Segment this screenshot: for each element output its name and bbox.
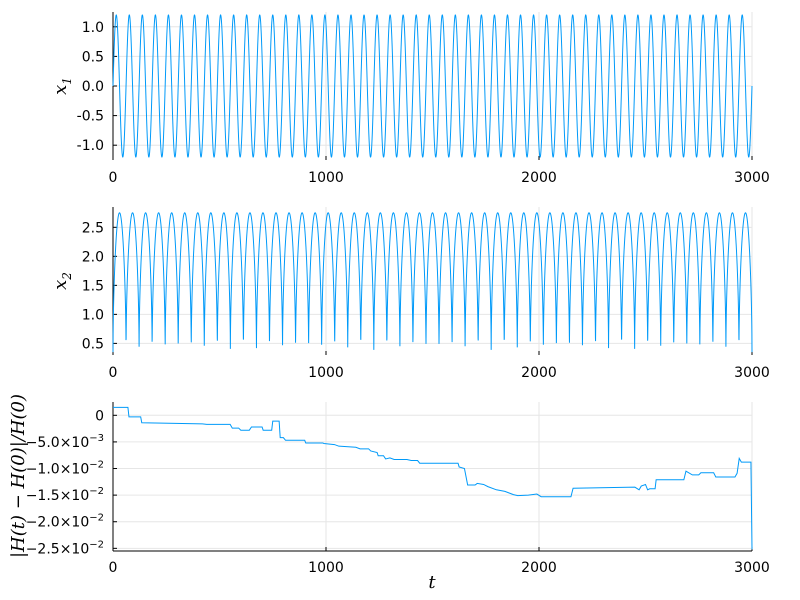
- x-tick-label: 3000: [734, 560, 770, 576]
- x2-x-ticks: 0 1000 2000 3000: [109, 351, 770, 381]
- x-tick-label: 2000: [521, 170, 557, 186]
- x1-x-ticks: 0 1000 2000 3000: [109, 156, 770, 186]
- x1-series-line: [112, 14, 753, 158]
- y-tick-label: 0: [95, 408, 104, 424]
- x-tick-label: 2000: [521, 560, 557, 576]
- panel-x2: 2.5 2.0 1.5 1.0 0.5 0 1000 2000 3000 x2: [50, 207, 770, 381]
- x-tick-label: 0: [109, 365, 118, 381]
- x1-y-axis-label: x1: [50, 77, 74, 95]
- x-tick-label: 0: [109, 560, 118, 576]
- panel-x1: 1.0 0.5 0.0 -0.5 -1.0 0 1000 2000 3000 x1: [50, 12, 770, 186]
- y-tick-label: 1.0: [82, 20, 104, 36]
- y-tick-label: -0.5: [77, 109, 104, 125]
- energy-x-ticks: 0 1000 2000 3000: [109, 547, 770, 576]
- y-tick-label: 0.5: [82, 336, 104, 352]
- x2-y-axis-label: x2: [50, 272, 74, 290]
- x2-gridlines: [112, 207, 753, 355]
- y-tick-label: 2.5: [82, 220, 104, 236]
- y-tick-label: 2.0: [82, 249, 104, 265]
- x-tick-label: 1000: [308, 560, 344, 576]
- x-tick-label: 3000: [734, 365, 770, 381]
- y-tick-label: 0.0: [82, 79, 104, 95]
- energy-gridlines: [112, 402, 753, 551]
- x-tick-label: 0: [109, 170, 118, 186]
- y-tick-label: −1.5×10−2: [26, 486, 104, 504]
- x-tick-label: 3000: [734, 170, 770, 186]
- y-tick-label: −5.0×10−3: [26, 433, 104, 451]
- energy-x-axis-label: t: [428, 572, 436, 593]
- energy-y-axis-label: |H(t) − H(0)|/H(0): [8, 394, 29, 558]
- panel-energy-error: 0 −5.0×10−3 −1.0×10−2 −1.5×10−2 −2.0×10−2 −2.…: [8, 394, 770, 593]
- y-tick-label: -1.0: [77, 138, 104, 154]
- x2-series-line: [112, 212, 753, 353]
- y-tick-label: −1.0×10−2: [26, 460, 104, 478]
- energy-y-ticks: 0 −5.0×10−3 −1.0×10−2 −1.5×10−2 −2.0×10−2 −2.…: [26, 408, 117, 557]
- x1-y-ticks: 1.0 0.5 0.0 -0.5 -1.0: [77, 20, 117, 154]
- x-tick-label: 1000: [308, 365, 344, 381]
- y-tick-label: −2.5×10−2: [26, 539, 104, 557]
- y-tick-label: 1.5: [82, 278, 104, 294]
- x-tick-label: 2000: [521, 365, 557, 381]
- y-tick-label: −2.0×10−2: [26, 513, 104, 531]
- x-tick-label: 1000: [308, 170, 344, 186]
- x2-y-ticks: 2.5 2.0 1.5 1.0 0.5: [82, 220, 117, 352]
- y-tick-label: 1.0: [82, 307, 104, 323]
- energy-series-line: [113, 406, 753, 550]
- y-tick-label: 0.5: [82, 49, 104, 65]
